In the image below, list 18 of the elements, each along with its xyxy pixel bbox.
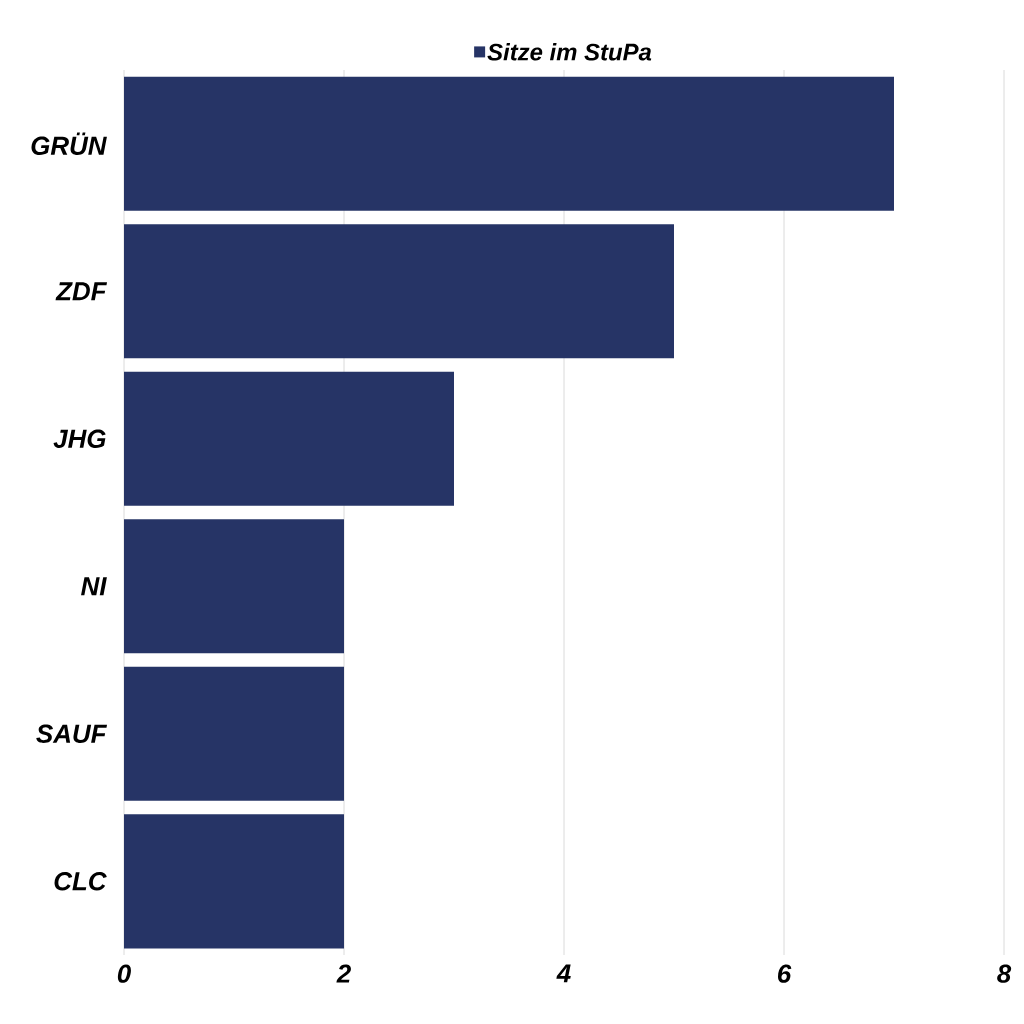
x-tick-label: 6	[778, 964, 792, 983]
x-tick-label: 0	[117, 964, 131, 983]
legend-label: Sitze im StuPa	[487, 42, 652, 61]
y-tick-label: CLC	[54, 872, 107, 891]
y-tick-label: SAUF	[36, 724, 108, 743]
y-tick-label: GRÜN	[31, 132, 107, 155]
x-tick-label: 4	[556, 964, 571, 983]
bar	[124, 371, 454, 506]
bar	[124, 519, 344, 654]
bar	[124, 666, 344, 801]
y-tick-label: ZDF	[55, 282, 108, 301]
x-tick-label: 2	[336, 964, 351, 983]
bar	[124, 76, 894, 211]
y-tick-label: NI	[81, 577, 107, 596]
bar	[124, 814, 344, 949]
y-tick-label: JHG	[53, 429, 106, 448]
bar	[124, 224, 674, 359]
x-tick-label: 8	[997, 964, 1012, 983]
